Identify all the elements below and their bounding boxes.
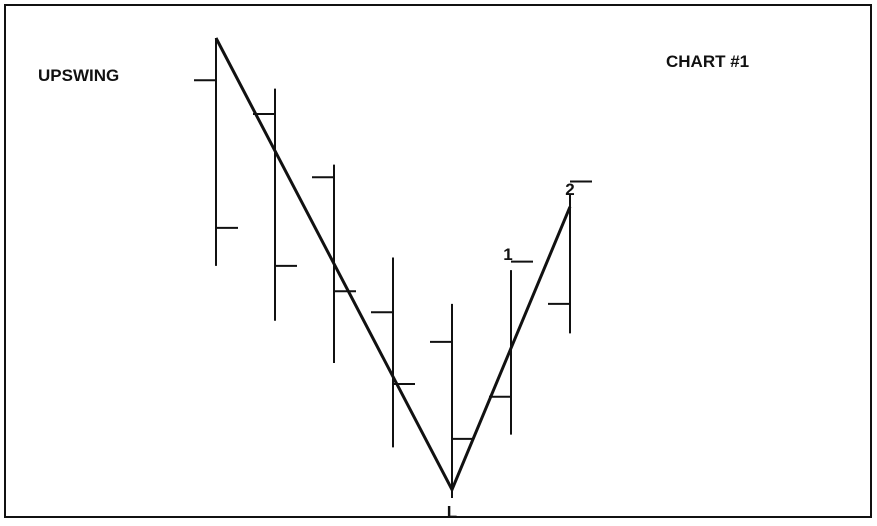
swing-line bbox=[214, 37, 572, 494]
price-bar bbox=[194, 38, 238, 266]
price-bar bbox=[430, 303, 474, 498]
annotation-label: L bbox=[447, 503, 457, 522]
price-bar bbox=[548, 180, 592, 334]
annotation-label: 2 bbox=[565, 180, 574, 199]
swing-annotations: L 1 2 bbox=[447, 180, 575, 522]
price-bar bbox=[371, 257, 415, 448]
annotation-label: 1 bbox=[503, 245, 512, 264]
chart-frame bbox=[4, 4, 872, 518]
chart-subtitle: UPSWING bbox=[38, 66, 119, 85]
chart-title: CHART #1 bbox=[666, 52, 749, 71]
price-bar bbox=[489, 260, 533, 435]
